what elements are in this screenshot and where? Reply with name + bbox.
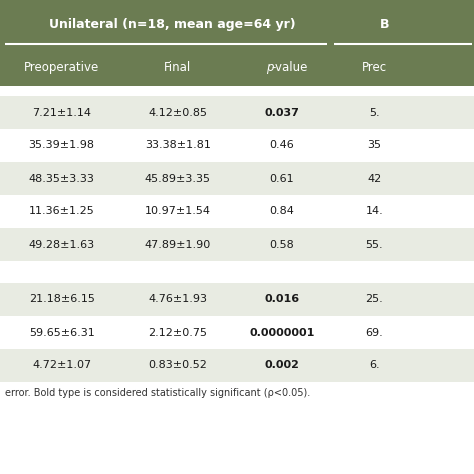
Text: 11.36±1.25: 11.36±1.25 — [29, 207, 94, 217]
Text: Unilateral (n=18, mean age=64 yr): Unilateral (n=18, mean age=64 yr) — [48, 18, 295, 30]
Text: 33.38±1.81: 33.38±1.81 — [145, 140, 210, 151]
Text: 14.: 14. — [365, 207, 383, 217]
Text: 0.002: 0.002 — [264, 361, 300, 371]
Text: 0.58: 0.58 — [270, 239, 294, 249]
Text: 6.: 6. — [369, 361, 380, 371]
Bar — [0, 129, 474, 162]
Text: 25.: 25. — [365, 294, 383, 304]
Text: 5.: 5. — [369, 108, 380, 118]
Text: 0.0000001: 0.0000001 — [249, 328, 315, 337]
Text: 59.65±6.31: 59.65±6.31 — [29, 328, 94, 337]
Text: 7.21±1.14: 7.21±1.14 — [32, 108, 91, 118]
Bar — [0, 283, 474, 316]
Text: 0.83±0.52: 0.83±0.52 — [148, 361, 207, 371]
Text: 45.89±3.35: 45.89±3.35 — [145, 173, 211, 183]
Text: 4.76±1.93: 4.76±1.93 — [148, 294, 207, 304]
Text: 48.35±3.33: 48.35±3.33 — [29, 173, 94, 183]
Text: 69.: 69. — [365, 328, 383, 337]
Bar — [0, 228, 474, 261]
Text: 21.18±6.15: 21.18±6.15 — [29, 294, 94, 304]
Text: error. Bold type is considered statistically significant (ρ<0.05).: error. Bold type is considered statistic… — [5, 388, 310, 398]
Bar — [0, 349, 474, 382]
Bar — [0, 0, 474, 48]
Text: Final: Final — [164, 61, 191, 73]
Text: 0.46: 0.46 — [270, 140, 294, 151]
Text: 35: 35 — [367, 140, 382, 151]
Bar — [0, 316, 474, 349]
Text: 49.28±1.63: 49.28±1.63 — [28, 239, 95, 249]
Text: p: p — [266, 61, 274, 73]
Text: 10.97±1.54: 10.97±1.54 — [145, 207, 211, 217]
Text: Prec: Prec — [362, 61, 387, 73]
Text: 42: 42 — [367, 173, 382, 183]
Bar — [0, 96, 474, 129]
Text: 35.39±1.98: 35.39±1.98 — [28, 140, 95, 151]
Text: 0.016: 0.016 — [264, 294, 300, 304]
Bar — [0, 86, 474, 96]
Text: 55.: 55. — [365, 239, 383, 249]
Bar — [0, 261, 474, 283]
Bar — [0, 48, 474, 86]
Text: -value: -value — [272, 61, 308, 73]
Text: 0.037: 0.037 — [264, 108, 300, 118]
Text: 0.61: 0.61 — [270, 173, 294, 183]
Text: 47.89±1.90: 47.89±1.90 — [145, 239, 211, 249]
Bar — [0, 195, 474, 228]
Text: 4.12±0.85: 4.12±0.85 — [148, 108, 207, 118]
Text: Preoperative: Preoperative — [24, 61, 99, 73]
Text: B: B — [380, 18, 389, 30]
Text: 0.84: 0.84 — [270, 207, 294, 217]
Text: 2.12±0.75: 2.12±0.75 — [148, 328, 207, 337]
Bar — [0, 162, 474, 195]
Text: 4.72±1.07: 4.72±1.07 — [32, 361, 91, 371]
